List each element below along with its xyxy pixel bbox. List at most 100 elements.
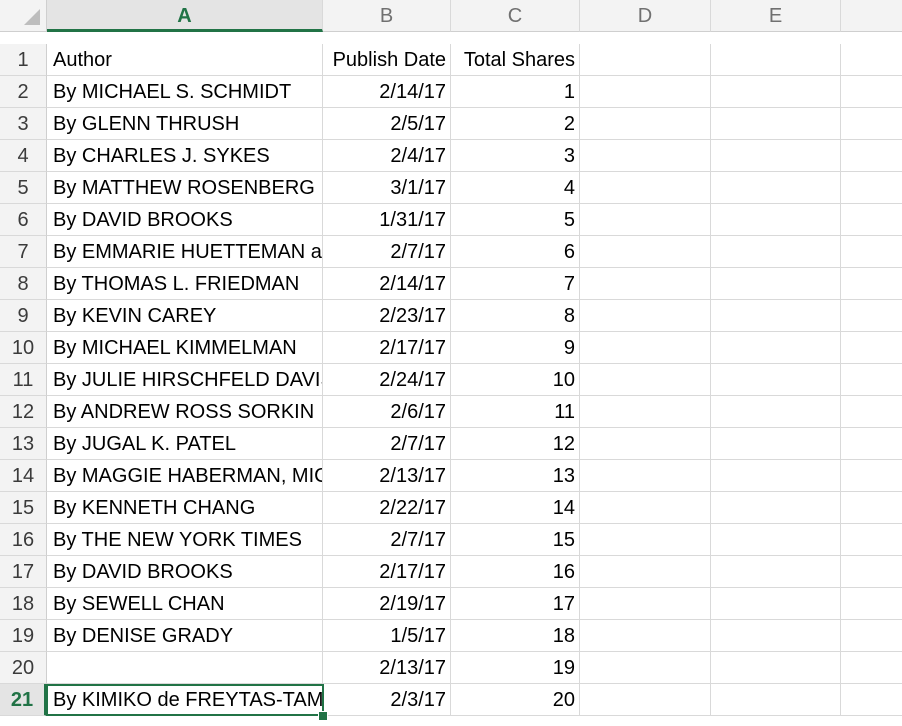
column-header-b[interactable]: B [323, 0, 451, 32]
cell-publish-date[interactable]: 2/7/17 [323, 524, 451, 556]
cell-empty-d[interactable] [580, 428, 711, 460]
cell-empty-d[interactable] [580, 684, 711, 716]
cell-total-shares[interactable]: 3 [451, 140, 580, 172]
cell-author[interactable]: Author [47, 44, 323, 76]
cell-empty-f[interactable] [841, 204, 902, 236]
cell-total-shares[interactable]: 17 [451, 588, 580, 620]
cell-author[interactable]: By MATTHEW ROSENBERG [47, 172, 323, 204]
cell-author[interactable]: By DENISE GRADY [47, 620, 323, 652]
cell-total-shares[interactable]: 11 [451, 396, 580, 428]
cell-total-shares[interactable]: 2 [451, 108, 580, 140]
cell-publish-date[interactable]: 2/6/17 [323, 396, 451, 428]
cell-empty-f[interactable] [841, 108, 902, 140]
cell-author[interactable]: By KEVIN CAREY [47, 300, 323, 332]
row-header[interactable]: 9 [0, 300, 47, 332]
column-header-f[interactable] [841, 0, 902, 32]
cell-total-shares[interactable]: 6 [451, 236, 580, 268]
cell-author[interactable] [47, 652, 323, 684]
row-header[interactable]: 6 [0, 204, 47, 236]
column-header-a[interactable]: A [47, 0, 323, 32]
row-header[interactable]: 13 [0, 428, 47, 460]
row-header[interactable]: 16 [0, 524, 47, 556]
cell-empty-f[interactable] [841, 364, 902, 396]
row-header[interactable]: 21 [0, 684, 47, 716]
cell-publish-date[interactable]: 2/19/17 [323, 588, 451, 620]
cell-total-shares[interactable]: 16 [451, 556, 580, 588]
cell-empty-e[interactable] [711, 140, 841, 172]
cell-total-shares[interactable]: 19 [451, 652, 580, 684]
cell-empty-d[interactable] [580, 268, 711, 300]
cell-total-shares[interactable]: 18 [451, 620, 580, 652]
cell-publish-date[interactable]: 2/14/17 [323, 76, 451, 108]
cell-author[interactable]: By SEWELL CHAN [47, 588, 323, 620]
cell-empty-f[interactable] [841, 172, 902, 204]
cell-publish-date[interactable]: 2/22/17 [323, 492, 451, 524]
cell-total-shares[interactable]: 8 [451, 300, 580, 332]
cell-author[interactable]: By JULIE HIRSCHFELD DAVIS [47, 364, 323, 396]
cell-empty-f[interactable] [841, 524, 902, 556]
cell-empty-f[interactable] [841, 332, 902, 364]
cell-empty-e[interactable] [711, 620, 841, 652]
cell-empty-f[interactable] [841, 76, 902, 108]
cell-empty-e[interactable] [711, 300, 841, 332]
cell-publish-date[interactable]: 3/1/17 [323, 172, 451, 204]
cell-total-shares[interactable]: 10 [451, 364, 580, 396]
cell-publish-date[interactable]: 1/31/17 [323, 204, 451, 236]
cell-author[interactable]: By MAGGIE HABERMAN, MICHAEL [47, 460, 323, 492]
cell-empty-f[interactable] [841, 428, 902, 460]
cell-empty-f[interactable] [841, 44, 902, 76]
cell-empty-e[interactable] [711, 492, 841, 524]
cell-total-shares[interactable]: 12 [451, 428, 580, 460]
cell-empty-d[interactable] [580, 588, 711, 620]
cell-empty-e[interactable] [711, 652, 841, 684]
row-header[interactable]: 5 [0, 172, 47, 204]
cell-publish-date[interactable]: 1/5/17 [323, 620, 451, 652]
row-header[interactable]: 18 [0, 588, 47, 620]
cell-empty-d[interactable] [580, 140, 711, 172]
cell-empty-f[interactable] [841, 588, 902, 620]
cell-total-shares[interactable]: 9 [451, 332, 580, 364]
cell-empty-e[interactable] [711, 76, 841, 108]
cell-author[interactable]: By KENNETH CHANG [47, 492, 323, 524]
cell-total-shares[interactable]: 15 [451, 524, 580, 556]
cell-empty-d[interactable] [580, 396, 711, 428]
cell-empty-f[interactable] [841, 556, 902, 588]
cell-publish-date[interactable]: 2/4/17 [323, 140, 451, 172]
cell-publish-date[interactable]: 2/5/17 [323, 108, 451, 140]
row-header[interactable]: 3 [0, 108, 47, 140]
row-header[interactable]: 15 [0, 492, 47, 524]
cell-empty-e[interactable] [711, 428, 841, 460]
cell-total-shares[interactable]: 1 [451, 76, 580, 108]
cell-author[interactable]: By KIMIKO de FREYTAS-TAMURA [47, 684, 323, 716]
row-header[interactable]: 14 [0, 460, 47, 492]
cell-empty-e[interactable] [711, 588, 841, 620]
column-header-d[interactable]: D [580, 0, 711, 32]
cell-total-shares[interactable]: 14 [451, 492, 580, 524]
cell-publish-date[interactable]: 2/13/17 [323, 460, 451, 492]
cell-total-shares[interactable]: 20 [451, 684, 580, 716]
cell-author[interactable]: By THOMAS L. FRIEDMAN [47, 268, 323, 300]
cell-empty-d[interactable] [580, 76, 711, 108]
cell-total-shares[interactable]: 7 [451, 268, 580, 300]
cell-publish-date[interactable]: 2/24/17 [323, 364, 451, 396]
cell-empty-d[interactable] [580, 524, 711, 556]
cell-author[interactable]: By DAVID BROOKS [47, 204, 323, 236]
cell-empty-d[interactable] [580, 652, 711, 684]
cell-empty-d[interactable] [580, 620, 711, 652]
cell-total-shares[interactable]: 4 [451, 172, 580, 204]
cell-publish-date[interactable]: 2/3/17 [323, 684, 451, 716]
cell-empty-e[interactable] [711, 268, 841, 300]
row-header[interactable]: 1 [0, 44, 47, 76]
cell-empty-d[interactable] [580, 172, 711, 204]
select-all-corner[interactable] [0, 0, 47, 32]
cell-empty-f[interactable] [841, 268, 902, 300]
cell-author[interactable]: By MICHAEL KIMMELMAN [47, 332, 323, 364]
cell-publish-date[interactable]: 2/7/17 [323, 236, 451, 268]
cell-empty-f[interactable] [841, 460, 902, 492]
cell-publish-date[interactable]: 2/23/17 [323, 300, 451, 332]
cell-empty-d[interactable] [580, 556, 711, 588]
cell-empty-e[interactable] [711, 364, 841, 396]
cell-empty-e[interactable] [711, 204, 841, 236]
cell-empty-e[interactable] [711, 236, 841, 268]
cell-author[interactable]: By DAVID BROOKS [47, 556, 323, 588]
